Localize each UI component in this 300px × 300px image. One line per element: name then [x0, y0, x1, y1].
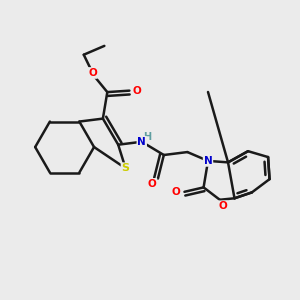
Text: O: O — [172, 187, 181, 197]
Text: N: N — [204, 156, 212, 166]
Text: O: O — [218, 201, 227, 211]
Text: N: N — [137, 137, 146, 147]
Text: O: O — [132, 85, 141, 96]
Text: S: S — [122, 163, 130, 173]
Text: O: O — [88, 68, 97, 78]
Text: O: O — [148, 179, 156, 189]
Text: H: H — [143, 132, 151, 142]
